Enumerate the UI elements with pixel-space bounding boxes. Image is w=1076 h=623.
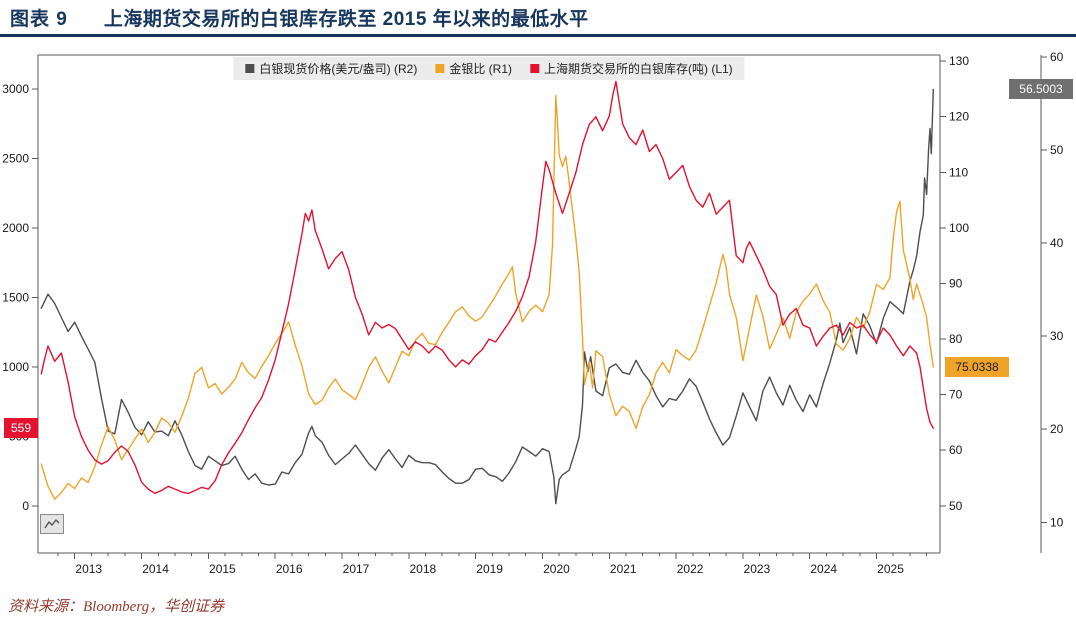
svg-text:2020: 2020 (543, 562, 570, 576)
series-silver_spot_price (40, 88, 934, 505)
svg-text:2019: 2019 (476, 562, 503, 576)
axis-left-l1: 050010001500200025003000 (2, 82, 38, 513)
legend-label-silver-price: 白银现货价格(美元/盎司) (R2) (259, 62, 418, 76)
svg-text:2023: 2023 (744, 562, 771, 576)
svg-text:2021: 2021 (610, 562, 637, 576)
svg-text:2018: 2018 (409, 562, 436, 576)
svg-text:2017: 2017 (343, 562, 370, 576)
svg-text:2014: 2014 (142, 562, 169, 576)
badge-silver-price-last-value: 56.5003 (1009, 79, 1073, 99)
svg-text:2013: 2013 (75, 562, 102, 576)
svg-text:1500: 1500 (2, 290, 29, 304)
figure-header: 图表 9 上海期货交易所的白银库存跌至 2015 年以来的最低水平 (0, 0, 1076, 37)
series-gold_silver_ratio (40, 94, 934, 500)
source-note: 资料来源：Bloomberg，华创证券 (8, 599, 225, 615)
svg-text:2000: 2000 (2, 221, 29, 235)
legend-swatch-gold-silver-ratio-icon (435, 64, 445, 73)
axis-right-r1: 50 60 70 80 90 100 110 120 130 (940, 54, 969, 513)
svg-text:3000: 3000 (2, 82, 29, 96)
legend-item-gold-silver-ratio[interactable]: 金银比 (R1) (435, 60, 512, 77)
legend-swatch-silver-price-icon (245, 64, 255, 73)
svg-text:2022: 2022 (677, 562, 704, 576)
figure-number: 图表 9 (10, 8, 68, 30)
badge-shfe-inventory-last-value: 559 (4, 418, 38, 438)
axis-right-r2: 10 20 30 40 50 60 (1040, 50, 1064, 553)
svg-text:50: 50 (1050, 143, 1064, 157)
svg-text:80: 80 (949, 332, 963, 346)
svg-text:70: 70 (949, 388, 963, 402)
legend-label-shfe-inventory: 上海期货交易所的白银库存(吨) (L1) (544, 62, 733, 76)
svg-text:120: 120 (949, 110, 969, 124)
series-shfe_silver_inventory (40, 80, 934, 495)
svg-text:10: 10 (1050, 515, 1064, 529)
svg-text:50: 50 (949, 499, 963, 513)
legend-label-gold-silver-ratio: 金银比 (R1) (449, 62, 512, 76)
mini-chart-glyph-icon (44, 519, 60, 529)
axis-x-years: 2013 2014 2015 2016 2017 2018 2019 2020 2021 2022… (57, 553, 928, 576)
svg-text:2024: 2024 (810, 562, 837, 576)
svg-text:110: 110 (949, 165, 968, 179)
svg-text:40: 40 (1050, 236, 1064, 250)
svg-text:2025: 2025 (877, 562, 904, 576)
svg-text:60: 60 (1050, 50, 1064, 64)
legend-item-shfe-inventory[interactable]: 上海期货交易所的白银库存(吨) (L1) (530, 60, 733, 77)
legend-swatch-shfe-inventory-icon (530, 64, 539, 73)
svg-text:0: 0 (22, 499, 29, 513)
legend-item-silver-price[interactable]: 白银现货价格(美元/盎司) (R2) (245, 60, 417, 77)
svg-text:1000: 1000 (2, 360, 29, 374)
svg-text:100: 100 (949, 221, 969, 235)
plot-frame (37, 54, 941, 554)
svg-text:2015: 2015 (209, 562, 236, 576)
badge-gold-silver-ratio-last-value: 75.0338 (945, 357, 1009, 377)
svg-text:30: 30 (1050, 329, 1064, 343)
svg-text:90: 90 (949, 276, 963, 290)
svg-text:2016: 2016 (276, 562, 303, 576)
svg-text:2500: 2500 (2, 151, 29, 165)
svg-text:130: 130 (949, 54, 969, 68)
chart-legend: 白银现货价格(美元/盎司) (R2) 金银比 (R1) 上海期货交易所的白银库存… (233, 57, 745, 80)
svg-text:20: 20 (1050, 422, 1064, 436)
svg-text:60: 60 (949, 443, 963, 457)
page-title: 上海期货交易所的白银库存跌至 2015 年以来的最低水平 (103, 8, 589, 30)
chart-edit-icon[interactable] (40, 514, 64, 534)
